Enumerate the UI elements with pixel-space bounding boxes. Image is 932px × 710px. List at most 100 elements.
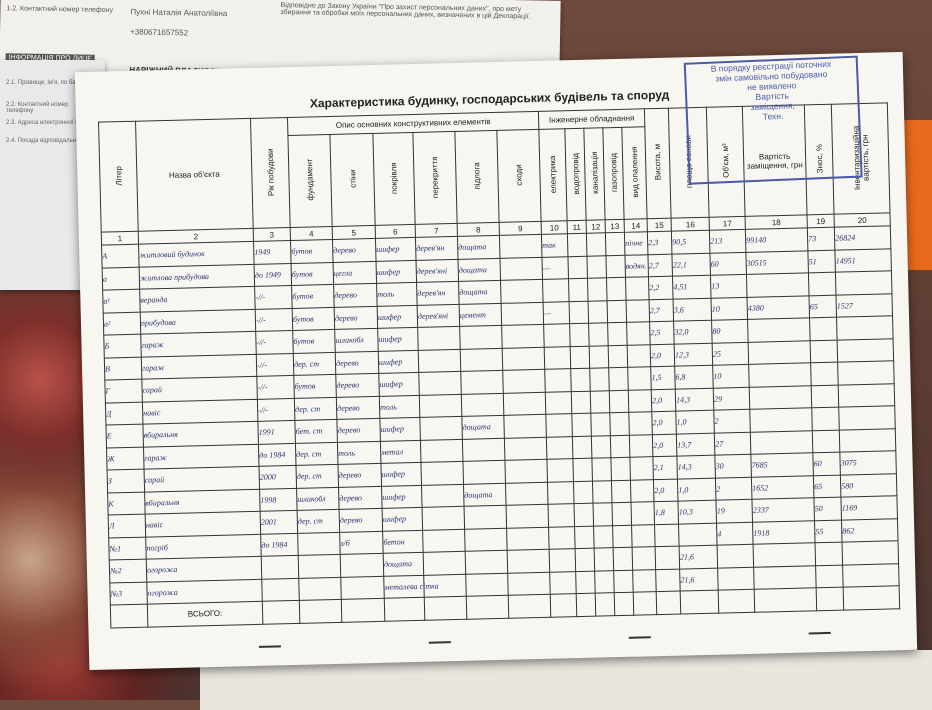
empty-cell: [717, 544, 754, 568]
column-number: 16: [671, 217, 710, 232]
empty-cell: [678, 522, 718, 547]
empty-cell: [569, 323, 590, 347]
empty-cell: [575, 548, 595, 572]
cell: житловий будинок: [138, 241, 255, 267]
empty-cell: [420, 438, 463, 463]
column-number: 8: [457, 222, 500, 237]
header-text: фундамент: [305, 158, 316, 202]
registration-stamp: В порядку реєстрації поточних змін самові…: [683, 55, 863, 185]
empty-cell: [655, 546, 680, 570]
empty-cell: [340, 575, 385, 600]
header-text: сходи: [514, 164, 524, 186]
empty-cell: [548, 503, 575, 527]
cell: дер. ст: [293, 351, 336, 376]
cell: 14,3: [676, 455, 716, 479]
cell: 213: [709, 229, 746, 253]
cell: 7685: [750, 452, 814, 477]
cell: 2337: [752, 497, 815, 522]
header-cell: каналізація: [583, 127, 606, 221]
empty-cell: [606, 277, 627, 301]
empty-cell: [717, 566, 755, 591]
empty-cell: [340, 553, 384, 577]
empty-cell: [549, 548, 576, 572]
field-label: 2.3. Адреса електронної пошти: [6, 120, 93, 126]
header-text: електрика: [548, 155, 558, 193]
empty-cell: [574, 503, 594, 527]
empty-cell: [838, 383, 895, 408]
empty-cell: [811, 407, 840, 431]
empty-cell: [572, 458, 593, 482]
cell: житлова прибудова: [139, 263, 255, 290]
empty-cell: [504, 436, 547, 461]
cell: 1,0: [677, 477, 717, 502]
empty-cell: [572, 435, 592, 459]
empty-cell: [655, 568, 681, 592]
empty-cell: [261, 555, 299, 579]
empty-cell: [609, 412, 630, 436]
header-cell: сходи: [496, 129, 542, 223]
dash: [428, 641, 451, 644]
field-label: 1.2. Контактний номер телефону: [6, 5, 114, 15]
cell: шифер: [375, 237, 417, 261]
empty-cell: [656, 591, 681, 615]
empty-cell: [465, 550, 508, 574]
cell: 22,1: [671, 252, 711, 277]
cell: пічне: [624, 231, 648, 255]
empty-cell: [589, 367, 610, 391]
header-text: Літер: [113, 165, 124, 186]
cell: шифер: [382, 507, 423, 531]
empty-cell: [574, 525, 595, 549]
cell: дерево: [335, 350, 379, 375]
cell: 30515: [745, 250, 809, 275]
empty-cell: [506, 526, 550, 551]
cell: 55: [814, 519, 843, 543]
cell: метал: [380, 439, 421, 464]
cell: шифер: [377, 327, 419, 351]
empty-cell: [503, 391, 546, 416]
cell: -//-: [255, 307, 293, 332]
cell: 6,8: [674, 365, 714, 389]
header-text: водопровід: [570, 152, 581, 195]
empty-cell: [747, 317, 811, 342]
cell: 73: [807, 227, 835, 251]
cell: дер. ст: [295, 441, 338, 466]
cell: А: [101, 244, 140, 268]
cell: №1: [108, 536, 147, 561]
empty-cell: [613, 547, 633, 571]
empty-cell: [548, 526, 576, 550]
empty-cell: [545, 413, 573, 437]
empty-cell: [384, 597, 425, 621]
cell: 27: [714, 431, 751, 456]
cell: 4: [716, 521, 754, 546]
empty-cell: [341, 598, 385, 622]
empty-cell: [462, 460, 506, 484]
cell: цегла: [333, 260, 377, 285]
header-text: Рік побудови: [265, 148, 276, 196]
empty-cell: [550, 593, 577, 617]
empty-cell: [298, 576, 342, 601]
empty-cell: [626, 299, 650, 323]
empty-cell: [465, 572, 509, 597]
empty-cell: [680, 590, 719, 614]
empty-cell: [297, 531, 341, 556]
empty-cell: [753, 542, 816, 567]
cell: 1918: [752, 520, 816, 545]
empty-cell: [810, 362, 839, 386]
empty-cell: [462, 437, 505, 462]
empty-cell: [567, 255, 588, 279]
cell: 2001: [260, 510, 298, 534]
cell: 1652: [751, 475, 814, 500]
cell: 14951: [834, 248, 892, 273]
empty-cell: [625, 276, 650, 300]
cell: гараж: [141, 353, 257, 380]
empty-cell: [547, 481, 575, 505]
empty-cell: [837, 338, 894, 363]
cell: дерево: [338, 485, 383, 510]
empty-cell: [753, 565, 817, 590]
cell: 10: [711, 296, 748, 321]
empty-cell: [749, 385, 812, 410]
cell: шифер: [380, 462, 422, 486]
cell: дер. ст: [295, 464, 339, 488]
cell: 13,7: [676, 432, 715, 457]
empty-cell: [502, 369, 546, 393]
